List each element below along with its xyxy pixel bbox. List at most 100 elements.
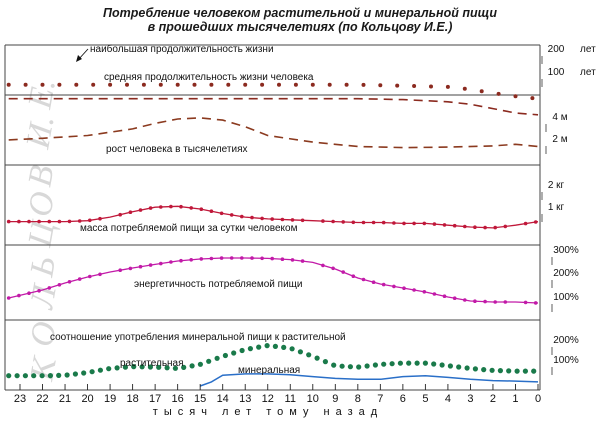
series-dot xyxy=(364,363,370,369)
series-dot xyxy=(402,221,406,226)
series-dot xyxy=(98,216,102,221)
series-dot xyxy=(14,373,20,379)
x-tick-label: 9 xyxy=(332,393,338,405)
series-dot xyxy=(189,258,193,262)
x-tick-label: 2 xyxy=(490,393,496,405)
series-dot xyxy=(172,365,178,371)
series-dot xyxy=(39,373,45,379)
series-dot xyxy=(523,221,528,226)
x-axis: 23 22 21 20 19 18 17 16 15 14 13 12 11 10 9 8 7 6 5 4 3 2 1 0 xyxy=(14,384,541,405)
series-dot xyxy=(106,366,112,372)
series-dot xyxy=(344,82,349,87)
series-energy-0 xyxy=(6,256,539,305)
unit-tick: 100% xyxy=(553,292,579,303)
series-line xyxy=(8,97,539,116)
series-dot xyxy=(483,299,487,304)
series-dot xyxy=(280,257,285,262)
series-dot xyxy=(356,364,362,370)
series-dot xyxy=(23,82,28,87)
x-tick-label: 20 xyxy=(81,393,93,405)
series-dot xyxy=(297,349,303,355)
series-dot xyxy=(199,257,204,261)
series-label: наибольшая продолжительность жизни xyxy=(90,43,274,55)
series-dot xyxy=(493,300,498,304)
series-dot xyxy=(473,225,477,229)
series-dot xyxy=(452,296,457,301)
series-height-0 xyxy=(8,117,539,149)
x-tick-label: 0 xyxy=(535,393,541,405)
series-dot xyxy=(240,256,244,260)
series-dot xyxy=(290,218,295,222)
series-dot xyxy=(209,209,214,213)
series-dot xyxy=(128,210,133,214)
series-dot xyxy=(327,82,332,87)
series-dot xyxy=(260,256,264,261)
series-dot xyxy=(57,82,62,87)
series-dot xyxy=(128,266,133,271)
unit-tick: 4 м xyxy=(552,112,567,123)
x-axis-label: тысяч лет тому назад xyxy=(153,406,383,418)
series-dot xyxy=(141,82,146,87)
series-label: энергетичность потребляемой пищи xyxy=(134,278,303,290)
series-dot xyxy=(293,82,298,87)
series-dot xyxy=(209,256,214,261)
watermark-letter: В xyxy=(21,162,61,189)
unit-tick: 100% xyxy=(553,355,579,366)
series-dot xyxy=(402,286,406,291)
series-dot xyxy=(192,82,197,87)
series-dot xyxy=(56,372,62,378)
x-tick-label: 10 xyxy=(307,393,319,405)
unit-tick: 200 xyxy=(548,44,565,55)
series-line xyxy=(199,373,539,387)
series-label: средняя продолжительность жизни человека xyxy=(104,72,314,83)
series-dot xyxy=(442,223,447,227)
series-dot xyxy=(250,215,254,220)
series-dot xyxy=(351,274,356,279)
series-dot xyxy=(169,260,173,264)
series-dot xyxy=(483,225,487,230)
series-dot xyxy=(138,264,143,269)
unit-tick: 200% xyxy=(553,268,579,279)
series-dot xyxy=(422,290,427,294)
series-dot xyxy=(6,82,11,87)
series-dot xyxy=(206,358,212,364)
labels-layer: наибольшая продолжительность жизни средня… xyxy=(50,43,346,376)
series-layer xyxy=(6,82,539,387)
series-dot xyxy=(321,263,325,268)
series-dot xyxy=(27,219,31,224)
series-dot xyxy=(81,370,87,376)
series-dot xyxy=(341,270,346,274)
series-dot xyxy=(175,82,180,87)
x-tick-label: 18 xyxy=(126,393,138,405)
series-dot xyxy=(77,219,82,223)
series-dot xyxy=(289,346,295,352)
series-dot xyxy=(503,224,508,229)
series-dot xyxy=(47,373,54,379)
series-dot xyxy=(351,220,356,225)
series-dot xyxy=(64,372,70,378)
x-tick-label: 8 xyxy=(355,393,361,405)
series-dot xyxy=(523,300,528,305)
unit-label: лет xyxy=(580,67,596,78)
series-dot xyxy=(331,266,335,271)
x-tick-label: 15 xyxy=(194,393,206,405)
series-dot xyxy=(31,373,37,379)
series-dot xyxy=(47,286,52,290)
x-tick-label: 5 xyxy=(422,393,428,405)
series-dot xyxy=(522,368,529,374)
series-plant_mineral-1 xyxy=(199,373,539,387)
series-label: растительная xyxy=(120,358,184,369)
series-dot xyxy=(74,82,79,87)
series-dot xyxy=(57,283,62,287)
series-dot xyxy=(497,368,503,374)
series-dot xyxy=(431,361,437,367)
series-dot xyxy=(67,219,72,224)
series-dot xyxy=(209,82,214,87)
series-dot xyxy=(158,82,163,87)
series-dot xyxy=(169,204,173,209)
unit-tick: 1 кг xyxy=(548,202,565,213)
series-dot xyxy=(17,293,21,298)
series-dot xyxy=(156,364,162,370)
series-dot xyxy=(422,360,428,366)
x-tick-label: 17 xyxy=(149,393,161,405)
